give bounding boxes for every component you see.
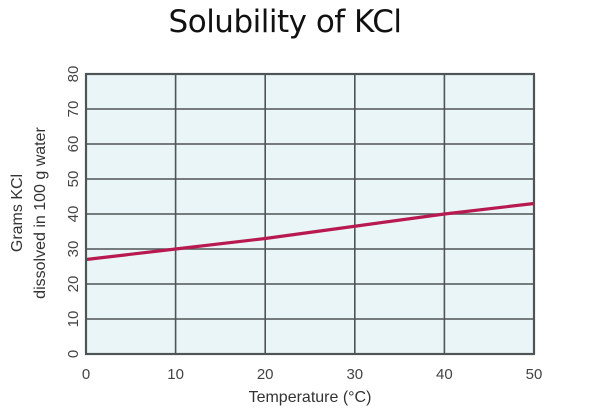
y-tick-label: 70	[65, 101, 82, 118]
x-tick-label: 20	[257, 366, 274, 383]
y-tick-label: 80	[65, 66, 82, 83]
x-tick-labels: 0 10 20 30 40 50	[82, 366, 543, 383]
x-tick-label: 0	[82, 366, 90, 383]
y-tick-label: 20	[65, 276, 82, 293]
solubility-line	[85, 201, 535, 262]
y-tick-labels: 0 10 20 30 40 50 60 70 80	[65, 66, 82, 359]
y-axis-label-line2: dissolved in 100 g water	[32, 127, 49, 299]
x-tick-label: 30	[346, 366, 363, 383]
x-tick-label: 50	[526, 366, 543, 383]
x-tick-label: 40	[436, 366, 453, 383]
y-tick-label: 10	[65, 311, 82, 328]
plot-frame	[84, 72, 536, 356]
y-tick-label: 50	[65, 171, 82, 188]
x-tick-label: 10	[167, 366, 184, 383]
y-tick-label: 30	[65, 241, 82, 258]
y-tick-label: 0	[65, 350, 82, 358]
y-axis-label: Grams KCl dissolved in 100 g water	[9, 127, 49, 299]
chart-title: Solubility of KCl	[168, 4, 402, 40]
y-tick-label: 60	[65, 136, 82, 153]
y-tick-label: 40	[65, 206, 82, 223]
x-axis-label: Temperature (°C)	[249, 389, 372, 406]
y-axis-label-line1: Grams KCl	[9, 174, 26, 252]
